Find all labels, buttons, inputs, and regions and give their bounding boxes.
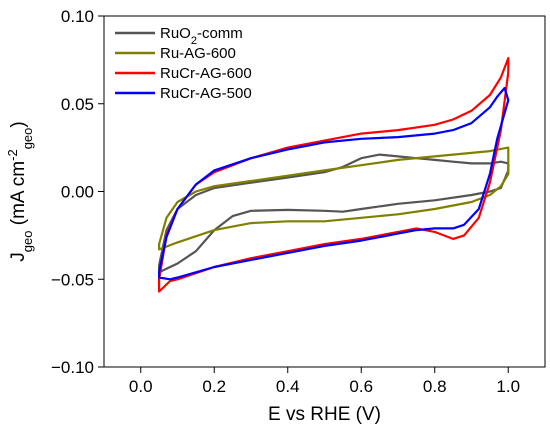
plot-frame xyxy=(103,15,546,368)
x-tick-label: 0.6 xyxy=(349,377,373,396)
y-tick-label: −0.05 xyxy=(51,270,94,289)
x-tick-label: 1.0 xyxy=(496,377,520,396)
x-axis-title: E vs RHE (V) xyxy=(268,404,381,425)
data-series xyxy=(158,57,510,293)
legend-label-2: RuCr-AG-600 xyxy=(160,65,252,82)
legend-label-1: Ru-AG-600 xyxy=(160,45,236,62)
y-tick-label: 0.00 xyxy=(61,183,94,202)
y-tick-label: −0.10 xyxy=(51,358,94,377)
y-tick-label: 0.10 xyxy=(61,7,94,26)
axis-ticks: 0.0 0.2 0.4 0.6 0.8 1.0 −0.10 −0.05 0.00 0.05 0.10 xyxy=(51,7,520,396)
series-line-0 xyxy=(158,153,510,274)
legend-label-3: RuCr-AG-500 xyxy=(160,85,252,102)
legend-label-0: RuO2-comm xyxy=(160,25,243,47)
y-axis-title: Jgeo (mA cm-2geo) xyxy=(5,121,35,261)
x-tick-label: 0.4 xyxy=(276,377,300,396)
x-tick-label: 0.2 xyxy=(202,377,226,396)
x-tick-label: 0.8 xyxy=(423,377,447,396)
x-tick-label: 0.0 xyxy=(129,377,153,396)
y-tick-label: 0.05 xyxy=(61,95,94,114)
series-line-1 xyxy=(158,146,510,251)
series-line-3 xyxy=(158,86,510,281)
